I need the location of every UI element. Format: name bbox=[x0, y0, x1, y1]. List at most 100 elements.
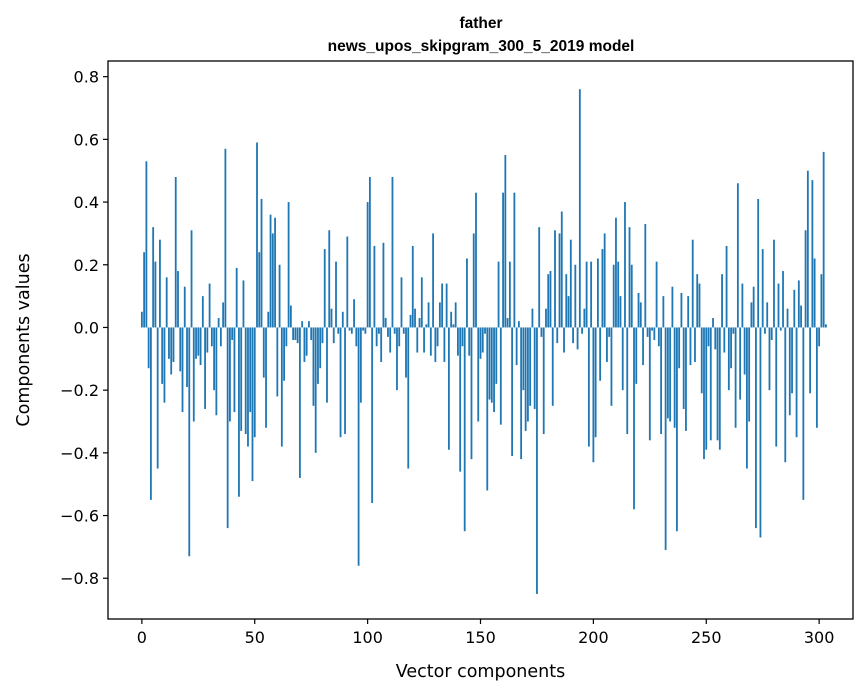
bar-281 bbox=[775, 327, 778, 447]
bar-15 bbox=[174, 176, 177, 328]
bar-230 bbox=[660, 327, 663, 435]
bar-201 bbox=[594, 327, 597, 438]
bar-246 bbox=[696, 274, 699, 328]
bar-53 bbox=[260, 198, 263, 328]
bar-3 bbox=[147, 327, 150, 369]
bar-175 bbox=[536, 327, 538, 594]
bar-121 bbox=[414, 308, 416, 328]
bar-123 bbox=[418, 318, 421, 328]
bar-218 bbox=[633, 327, 635, 510]
bar-28 bbox=[204, 327, 206, 409]
bar-273 bbox=[757, 198, 760, 328]
bar-36 bbox=[222, 302, 225, 328]
bar-174 bbox=[533, 327, 536, 409]
bar-130 bbox=[434, 327, 437, 362]
bar-165 bbox=[513, 192, 516, 328]
bar-140 bbox=[457, 327, 459, 356]
bar-37 bbox=[224, 148, 227, 328]
bar-153 bbox=[486, 327, 489, 491]
bar-95 bbox=[355, 327, 358, 347]
bar-134 bbox=[443, 327, 446, 362]
bar-278 bbox=[768, 327, 771, 391]
bar-229 bbox=[657, 327, 660, 347]
bar-50 bbox=[253, 327, 256, 438]
bar-74 bbox=[308, 321, 310, 328]
bar-68 bbox=[294, 327, 297, 340]
bar-212 bbox=[619, 296, 622, 328]
bar-234 bbox=[669, 327, 672, 422]
bar-269 bbox=[748, 327, 751, 422]
bar-260 bbox=[727, 327, 730, 391]
bar-155 bbox=[490, 327, 493, 403]
bar-103 bbox=[373, 245, 376, 328]
bar-299 bbox=[815, 327, 818, 428]
plot-frame bbox=[107, 60, 854, 620]
bar-303 bbox=[825, 324, 827, 328]
bar-62 bbox=[280, 327, 283, 447]
bar-13 bbox=[170, 327, 173, 375]
bar-76 bbox=[312, 327, 315, 406]
bar-152 bbox=[484, 327, 486, 334]
bar-97 bbox=[359, 327, 362, 403]
bar-20 bbox=[186, 327, 188, 388]
bar-204 bbox=[601, 249, 604, 328]
bar-209 bbox=[612, 264, 615, 328]
bar-108 bbox=[384, 318, 387, 328]
bar-4 bbox=[149, 327, 152, 500]
bar-189 bbox=[567, 296, 570, 328]
bar-96 bbox=[357, 327, 360, 566]
y-axis-label: Components values bbox=[14, 253, 34, 426]
bar-188 bbox=[565, 274, 568, 328]
bar-118 bbox=[407, 327, 410, 469]
y-tick-label: −0.4 bbox=[60, 444, 99, 463]
bar-120 bbox=[411, 245, 414, 328]
bar-129 bbox=[432, 233, 434, 328]
bar-277 bbox=[766, 302, 769, 328]
bar-141 bbox=[459, 327, 462, 472]
bar-23 bbox=[192, 327, 195, 422]
bar-12 bbox=[168, 327, 170, 359]
bar-98 bbox=[362, 327, 365, 331]
y-tick-label: −0.2 bbox=[60, 381, 99, 400]
bar-265 bbox=[739, 327, 742, 400]
x-tick-label: 100 bbox=[352, 628, 383, 647]
bar-300 bbox=[818, 327, 821, 347]
bar-9 bbox=[161, 327, 164, 384]
bar-197 bbox=[585, 261, 588, 328]
bar-261 bbox=[730, 327, 732, 369]
bar-288 bbox=[791, 327, 793, 394]
bar-147 bbox=[472, 233, 475, 328]
bar-6 bbox=[154, 261, 157, 328]
bar-257 bbox=[721, 274, 723, 328]
bar-255 bbox=[716, 327, 719, 441]
bar-216 bbox=[628, 227, 631, 328]
bar-221 bbox=[639, 302, 642, 328]
bar-40 bbox=[231, 327, 234, 340]
bar-105 bbox=[378, 327, 380, 334]
bar-16 bbox=[177, 271, 179, 328]
bar-88 bbox=[339, 327, 342, 438]
bar-139 bbox=[454, 302, 457, 328]
bar-259 bbox=[725, 245, 728, 328]
bar-26 bbox=[199, 327, 202, 366]
bar-217 bbox=[630, 264, 633, 328]
chart-subtitle: news_upos_skipgram_300_5_2019 model bbox=[328, 38, 635, 55]
bar-266 bbox=[741, 283, 744, 328]
bar-210 bbox=[615, 217, 617, 328]
bar-124 bbox=[420, 277, 423, 328]
bar-146 bbox=[470, 327, 473, 460]
bar-198 bbox=[587, 327, 590, 447]
bar-224 bbox=[646, 327, 649, 337]
bar-237 bbox=[676, 327, 678, 532]
bar-142 bbox=[461, 327, 464, 347]
bar-290 bbox=[795, 327, 798, 438]
bar-292 bbox=[800, 305, 802, 328]
bar-192 bbox=[574, 264, 577, 328]
bar-267 bbox=[743, 327, 746, 375]
bar-180 bbox=[547, 274, 550, 328]
x-axis-ticks: 0 50 100 150 200 250 300 bbox=[137, 619, 834, 647]
bar-289 bbox=[793, 289, 796, 328]
bar-101 bbox=[368, 176, 371, 328]
bar-42 bbox=[235, 267, 238, 328]
